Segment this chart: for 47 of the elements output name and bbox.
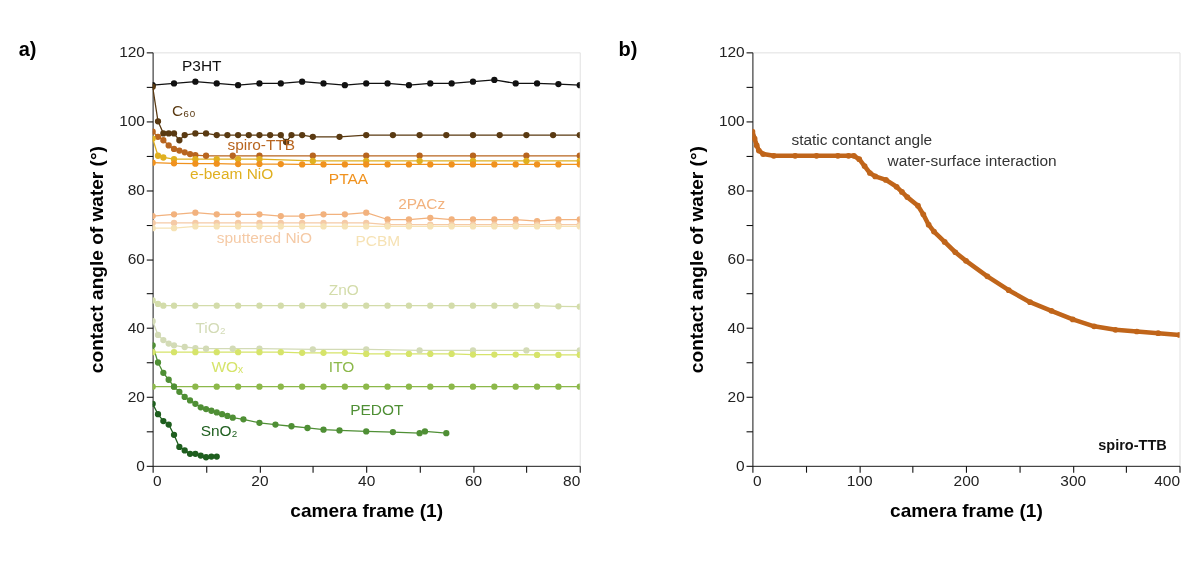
y-axis-title: contact angle of water (°) — [685, 146, 707, 374]
series-label: C₆₀ — [171, 101, 196, 119]
y-tick-label: 80 — [727, 181, 745, 199]
series-label: sputtered NiO — [216, 229, 312, 247]
x-tick-label: 300 — [1060, 472, 1087, 490]
series-label: 2PACz — [398, 194, 446, 212]
series-label: PCBM — [355, 232, 401, 250]
x-axis-title: camera frame (1) — [290, 500, 444, 522]
y-tick-label: 40 — [127, 319, 145, 337]
y-tick-label: 80 — [127, 181, 145, 199]
x-tick-label: 200 — [953, 472, 980, 490]
x-tick-label: 80 — [563, 472, 581, 490]
x-tick-label: 400 — [1154, 472, 1181, 490]
y-tick-label: 100 — [718, 112, 745, 130]
series-label: e-beam NiO — [190, 165, 274, 183]
series-label: spiro-TTB — [227, 135, 296, 153]
y-tick-label: 60 — [127, 250, 145, 268]
series-label: PEDOT — [350, 401, 404, 419]
chart-title: a) — [18, 38, 37, 61]
annotation: water-surface interaction — [886, 151, 1057, 169]
series-label: SnO₂ — [200, 421, 238, 439]
y-tick-label: 120 — [119, 43, 145, 61]
x-axis-title: camera frame (1) — [890, 500, 1043, 522]
x-tick-label: 20 — [251, 472, 269, 490]
y-tick-label: 40 — [727, 319, 745, 337]
y-tick-label: 0 — [736, 456, 745, 474]
series-label: ITO — [328, 358, 355, 376]
series-label: TiO₂ — [195, 318, 226, 336]
y-axis-title: contact angle of water (°) — [85, 146, 107, 374]
y-tick-label: 20 — [727, 387, 745, 405]
y-tick-label: 120 — [718, 43, 745, 61]
x-tick-label: 0 — [752, 472, 762, 490]
x-tick-label: 0 — [153, 472, 162, 490]
y-tick-label: 0 — [136, 456, 145, 474]
series-label: PTAA — [328, 170, 369, 188]
x-tick-label: 60 — [464, 472, 483, 490]
chart-title: b) — [618, 38, 638, 61]
x-tick-label: 40 — [358, 472, 376, 490]
y-tick-label: 100 — [119, 112, 145, 130]
series-label: ZnO — [328, 280, 359, 298]
y-tick-label: 20 — [127, 387, 145, 405]
y-tick-label: 60 — [727, 250, 745, 268]
text: spiro-TTB — [1098, 436, 1167, 453]
annotation: static contanct angle — [791, 130, 933, 148]
x-tick-label: 100 — [846, 472, 873, 490]
series-label: WOₓ — [211, 358, 244, 376]
series-label: P3HT — [182, 56, 223, 74]
